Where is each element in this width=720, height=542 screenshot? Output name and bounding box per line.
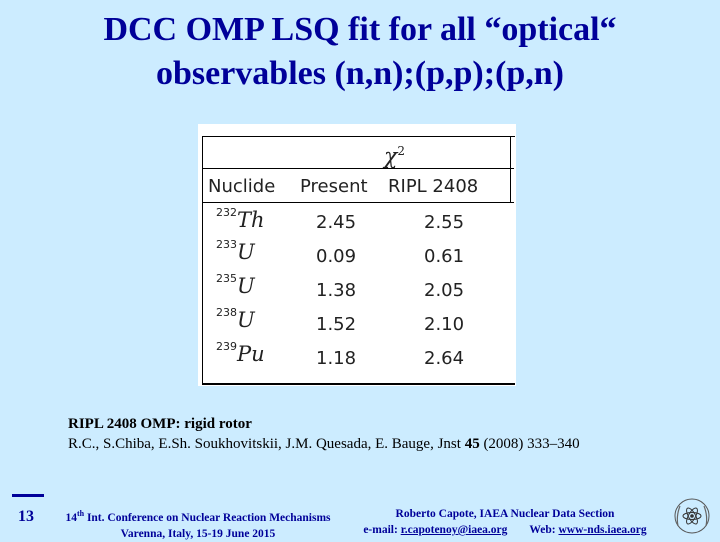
ripl-value: 2.64 bbox=[424, 348, 465, 369]
citation-authors: R.C., S.Chiba, E.Sh. Soukhovitskii, J.M.… bbox=[68, 436, 465, 452]
nuclide-cell: 232Th bbox=[216, 206, 265, 232]
mass-number: 232 bbox=[216, 206, 237, 219]
present-value: 1.18 bbox=[316, 348, 357, 369]
author-info: Roberto Capote, IAEA Nuclear Data Sectio… bbox=[352, 506, 658, 538]
chi-squared-table: χ2 Nuclide Present RIPL 2408 232Th 2.45 … bbox=[198, 124, 516, 386]
mass-number: 233 bbox=[216, 238, 237, 251]
mass-number: 235 bbox=[216, 272, 237, 285]
conference-ordinal-suffix: th bbox=[76, 509, 85, 518]
web-label: Web: bbox=[529, 524, 559, 536]
chi-symbol: χ bbox=[384, 144, 398, 170]
chi-exponent: 2 bbox=[397, 144, 405, 158]
column-header-nuclide: Nuclide bbox=[208, 176, 276, 197]
nuclide-cell: 239Pu bbox=[216, 340, 265, 366]
citation-pages: (2008) 333–340 bbox=[479, 436, 580, 452]
column-header-ripl: RIPL 2408 bbox=[388, 176, 479, 197]
author-line: Roberto Capote, IAEA Nuclear Data Sectio… bbox=[395, 508, 615, 520]
chi-squared-header: χ2 bbox=[384, 144, 405, 169]
table-frame bbox=[202, 136, 515, 385]
element-symbol: U bbox=[237, 274, 255, 298]
conference-line-1: 14th Int. Conference on Nuclear Reaction… bbox=[58, 506, 338, 526]
conference-line-2: Varenna, Italy, 15-19 June 2015 bbox=[120, 527, 276, 540]
nuclide-cell: 235U bbox=[216, 272, 255, 298]
slide-title: DCC OMP LSQ fit for all “optical“ observ… bbox=[0, 8, 720, 96]
present-value: 1.52 bbox=[316, 314, 357, 335]
element-symbol: Th bbox=[237, 208, 265, 232]
conference-ordinal: 14 bbox=[65, 511, 77, 524]
email-label: e-mail: bbox=[363, 524, 401, 536]
iaea-emblem-icon bbox=[672, 496, 712, 536]
contact-line: e-mail: r.capotenoy@iaea.org Web: www-nds… bbox=[352, 522, 658, 538]
email-link[interactable]: r.capotenoy@iaea.org bbox=[400, 524, 508, 536]
element-symbol: U bbox=[237, 308, 255, 332]
footer-divider bbox=[12, 494, 44, 497]
nuclide-cell: 238U bbox=[216, 306, 255, 332]
ripl-value: 0.61 bbox=[424, 246, 465, 267]
mass-number: 238 bbox=[216, 306, 237, 319]
nuclide-cell: 233U bbox=[216, 238, 255, 264]
present-value: 0.09 bbox=[316, 246, 357, 267]
ripl-value: 2.55 bbox=[424, 212, 465, 233]
reference-block: RIPL 2408 OMP: rigid rotor R.C., S.Chiba… bbox=[68, 414, 580, 454]
reference-citation: R.C., S.Chiba, E.Sh. Soukhovitskii, J.M.… bbox=[68, 434, 580, 454]
ripl-value: 2.10 bbox=[424, 314, 465, 335]
column-header-present: Present bbox=[300, 176, 368, 197]
mass-number: 239 bbox=[216, 340, 237, 353]
title-line-1: DCC OMP LSQ fit for all “optical“ bbox=[103, 11, 617, 48]
table-right-border bbox=[510, 136, 511, 202]
conference-name: Int. Conference on Nuclear Reaction Mech… bbox=[84, 511, 331, 524]
table-rule-2 bbox=[202, 202, 514, 203]
web-link[interactable]: www-nds.iaea.org bbox=[558, 524, 647, 536]
ripl-value: 2.05 bbox=[424, 280, 465, 301]
page-number: 13 bbox=[18, 508, 34, 525]
title-line-2: observables (n,n);(p,p);(p,n) bbox=[155, 55, 565, 92]
element-symbol: U bbox=[237, 240, 255, 264]
conference-info: 14th Int. Conference on Nuclear Reaction… bbox=[58, 506, 338, 542]
present-value: 1.38 bbox=[316, 280, 357, 301]
citation-volume: 45 bbox=[464, 436, 480, 452]
table-rule-1 bbox=[202, 168, 514, 169]
element-symbol: Pu bbox=[237, 342, 265, 366]
present-value: 2.45 bbox=[316, 212, 357, 233]
reference-heading: RIPL 2408 OMP: rigid rotor bbox=[68, 416, 252, 432]
